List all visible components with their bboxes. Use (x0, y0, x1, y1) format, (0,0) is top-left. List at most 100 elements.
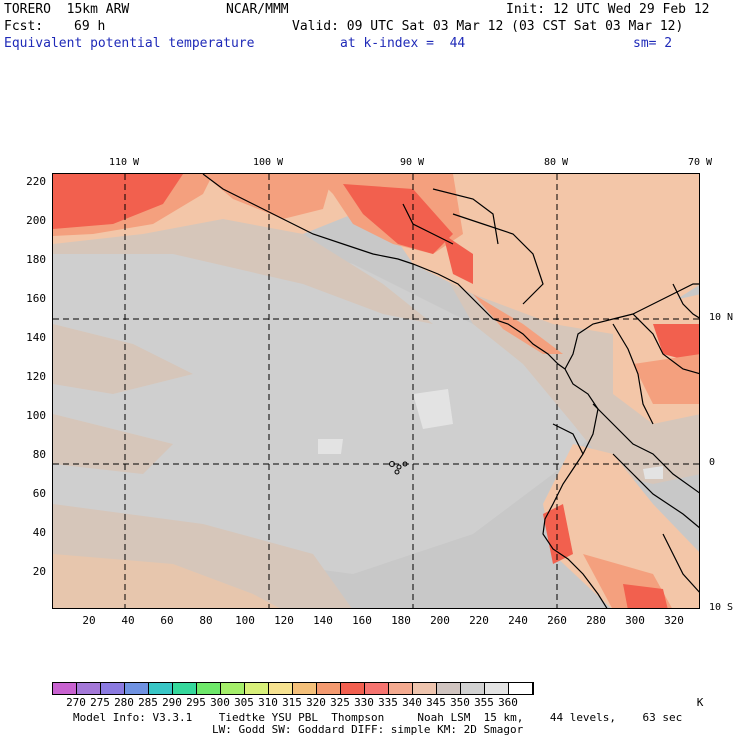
colorbar-label: 360 (498, 696, 518, 709)
colorbar-swatch (317, 683, 341, 694)
light-gray-area (643, 466, 663, 479)
coastlines (202, 174, 699, 608)
vertical-level: at k-index = 44 (340, 36, 466, 51)
x-tick: 260 (547, 614, 567, 627)
lat-label: 0 (709, 457, 716, 468)
x-tick: 280 (586, 614, 606, 627)
warm-band (53, 414, 173, 474)
y-tick: 140 (26, 331, 46, 344)
red-area (653, 324, 699, 364)
colorbar-swatch (437, 683, 461, 694)
x-tick: 100 (235, 614, 255, 627)
lat-label: 10 N (709, 312, 734, 323)
colorbar-swatch (101, 683, 125, 694)
colorbar-label: 345 (426, 696, 446, 709)
x-tick: 320 (664, 614, 684, 627)
x-tick: 220 (469, 614, 489, 627)
colorbar-label: 325 (330, 696, 350, 709)
x-tick: 60 (160, 614, 174, 627)
colorbar-label: 280 (114, 696, 134, 709)
colorbar-label: 350 (450, 696, 470, 709)
smoothing: sm= 2 (633, 36, 673, 51)
forecast-label: Fcst: (4, 19, 44, 34)
x-tick: 300 (625, 614, 645, 627)
colorbar-label: 315 (282, 696, 302, 709)
colorbar-label: 270 (66, 696, 86, 709)
colorbar-swatch (293, 683, 317, 694)
colorbar-swatch (53, 683, 77, 694)
red-area (623, 584, 668, 608)
salmon-area (473, 294, 563, 354)
salmon-area (203, 174, 333, 219)
red-area (543, 504, 573, 564)
colorbar-label: 285 (138, 696, 158, 709)
x-tick: 160 (352, 614, 372, 627)
warm-band (53, 324, 193, 394)
lon-label: 100 W (252, 157, 284, 168)
x-tick: 200 (430, 614, 450, 627)
colorbar-label: 330 (354, 696, 374, 709)
colorbar-swatch (77, 683, 101, 694)
colorbar-swatch (509, 683, 533, 694)
map-panel[interactable] (52, 173, 700, 609)
red-area (343, 184, 453, 254)
lat-label: 10 S (709, 602, 734, 613)
colorbar-swatch (245, 683, 269, 694)
colorbar-label: 355 (474, 696, 494, 709)
x-tick: 180 (391, 614, 411, 627)
x-tick: 240 (508, 614, 528, 627)
y-tick: 20 (32, 565, 46, 578)
field-name: Equivalent potential temperature (4, 36, 255, 51)
model-info: Model Info: V3.3.1 Tiedtke YSU PBL Thomp… (73, 711, 683, 724)
colorbar-swatch (125, 683, 149, 694)
x-tick: 20 (82, 614, 96, 627)
colorbar-swatch (269, 683, 293, 694)
salmon-area (633, 354, 699, 404)
y-tick: 60 (32, 487, 46, 500)
lon-label: 110 W (108, 157, 140, 168)
x-tick: 120 (274, 614, 294, 627)
colorbar-label: 305 (234, 696, 254, 709)
lon-label: 90 W (399, 157, 425, 168)
init-time: Init: 12 UTC Wed 29 Feb 12 (506, 2, 710, 17)
y-tick: 40 (32, 526, 46, 539)
peach-area (543, 444, 699, 608)
colorbar-swatch (461, 683, 485, 694)
model-name: TORERO 15km ARW (4, 2, 130, 17)
light-gray-area (413, 389, 453, 429)
red-area (53, 174, 183, 229)
y-tick: 120 (26, 370, 46, 383)
colorbar-swatch (197, 683, 221, 694)
colorbar-label: 290 (162, 696, 182, 709)
forecast-hour: 69 h (74, 19, 106, 34)
y-tick: 160 (26, 292, 46, 305)
colorbar-label: 320 (306, 696, 326, 709)
colorbar-label: 310 (258, 696, 278, 709)
colorbar-unit: K (696, 696, 704, 709)
lon-label: 70 W (687, 157, 713, 168)
y-tick: 220 (26, 175, 46, 188)
peach-band (53, 554, 280, 608)
colorbar (52, 682, 534, 695)
colorbar-label: 295 (186, 696, 206, 709)
red-area (443, 234, 473, 284)
organization: NCAR/MMM (226, 2, 289, 17)
colorbar-swatch (413, 683, 437, 694)
colorbar-swatch (173, 683, 197, 694)
colorbar-label: 335 (378, 696, 398, 709)
colorbar-swatch (485, 683, 509, 694)
y-tick: 180 (26, 253, 46, 266)
y-tick: 80 (32, 448, 46, 461)
colorbar-label: 340 (402, 696, 422, 709)
x-tick: 140 (313, 614, 333, 627)
lon-label: 80 W (543, 157, 569, 168)
colorbar-swatch (341, 683, 365, 694)
valid-time: Valid: 09 UTC Sat 03 Mar 12 (03 CST Sat … (292, 19, 684, 34)
model-info-physics: LW: Godd SW: Goddard DIFF: simple KM: 2D… (212, 723, 524, 736)
x-tick: 40 (121, 614, 135, 627)
colorbar-swatch (365, 683, 389, 694)
light-gray-area (318, 439, 343, 454)
y-tick: 200 (26, 214, 46, 227)
x-tick: 80 (199, 614, 213, 627)
y-tick: 100 (26, 409, 46, 422)
